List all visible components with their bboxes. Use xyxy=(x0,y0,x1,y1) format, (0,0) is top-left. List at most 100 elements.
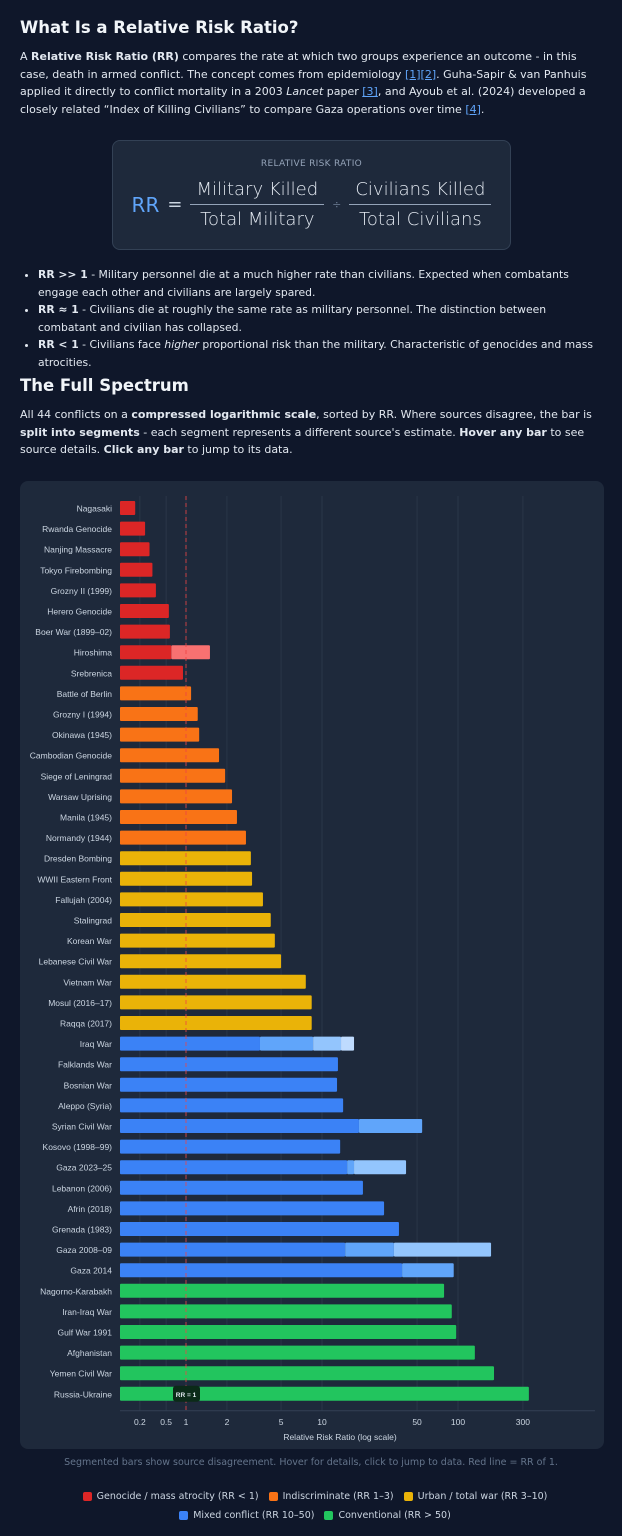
bar-segment[interactable] xyxy=(171,645,210,660)
bar-label: Russia-Ukraine xyxy=(54,1389,112,1399)
text-bold: split into segments xyxy=(20,425,140,439)
text: compares the rate at which two groups ex… xyxy=(20,50,577,81)
bar-label: Mosul (2016–17) xyxy=(48,998,112,1008)
bar-segment[interactable] xyxy=(120,707,198,721)
bar-segment[interactable] xyxy=(120,521,146,536)
text: to jump to its data. xyxy=(183,443,293,456)
bar-segment[interactable] xyxy=(120,1119,359,1133)
bar-segment[interactable] xyxy=(120,768,226,783)
text: - each segment represents a different so… xyxy=(139,425,460,439)
bar-segment[interactable] xyxy=(120,501,136,515)
legend-item: Urban / total war (RR 3–10) xyxy=(403,1491,547,1502)
chart-legend: Genocide / mass atrocity (RR < 1) Indiscr… xyxy=(30,1491,600,1521)
bar-label: Iran-Iraq War xyxy=(62,1307,112,1317)
bar-segment[interactable] xyxy=(120,1304,452,1319)
text: , and Ayoub et al. (2024) developed a cl… xyxy=(20,85,586,116)
bar-segment[interactable] xyxy=(120,851,251,866)
bar-segment[interactable] xyxy=(120,665,183,680)
bar-label: Rwanda Genocide xyxy=(42,524,112,534)
bar-segment[interactable] xyxy=(120,871,253,886)
bar-segment[interactable] xyxy=(120,933,275,948)
bar-segment[interactable] xyxy=(120,1201,385,1216)
bar-label: Manila (1945) xyxy=(60,813,112,823)
bar-segment[interactable] xyxy=(120,727,200,742)
bar-segment[interactable] xyxy=(120,789,233,804)
x-tick-label: 2 xyxy=(225,1417,230,1427)
bar-segment[interactable] xyxy=(120,562,153,577)
bar-segment[interactable] xyxy=(120,1077,338,1092)
bar-segment[interactable] xyxy=(120,1263,403,1278)
bar-label: Falklands War xyxy=(58,1060,112,1070)
bar-label: Korean War xyxy=(67,936,112,946)
ref-link-4[interactable]: [4] xyxy=(465,102,481,116)
bullet-item: RR ≈ 1 - Civilians die at roughly the sa… xyxy=(38,301,598,336)
bar-label: Siege of Leningrad xyxy=(41,771,113,781)
bar-segment[interactable] xyxy=(120,1098,344,1113)
bar-label: Raqqa (2017) xyxy=(60,1019,112,1029)
formula-rr: RR xyxy=(131,192,160,217)
legend-item: Genocide / mass atrocity (RR < 1) xyxy=(82,1491,259,1502)
text: , sorted by RR. Where sources disagree, … xyxy=(316,408,592,421)
denominator: Total Civilians xyxy=(358,209,482,230)
bar-label: Aleppo (Syria) xyxy=(58,1101,112,1111)
legend-swatch xyxy=(324,1511,334,1520)
formula-box: RELATIVE RISK RATIO RR = Military Killed… xyxy=(112,140,511,250)
divide-sign: ÷ xyxy=(332,198,342,211)
bar-segment[interactable] xyxy=(120,645,172,660)
bar-segment[interactable] xyxy=(358,1119,423,1133)
bar-segment[interactable] xyxy=(120,1325,457,1339)
bar-segment[interactable] xyxy=(120,1345,475,1360)
bar-segment[interactable] xyxy=(120,1222,399,1236)
bar-segment[interactable] xyxy=(120,830,246,845)
bar-segment[interactable] xyxy=(345,1242,394,1257)
bar-segment[interactable] xyxy=(354,1160,407,1175)
bar-segment[interactable] xyxy=(120,1386,529,1401)
bar-segment[interactable] xyxy=(120,1016,312,1030)
bar-label: Gaza 2014 xyxy=(70,1266,112,1276)
rr-bullets: RR >> 1 - Military personnel die at a mu… xyxy=(38,266,598,371)
military-fraction: Military Killed Total Military xyxy=(190,179,325,230)
bar-segment[interactable] xyxy=(120,974,306,989)
bar-segment[interactable] xyxy=(120,1366,495,1381)
bar-segment[interactable] xyxy=(120,913,271,927)
bar-segment[interactable] xyxy=(120,954,282,969)
legend-swatch xyxy=(82,1492,92,1501)
bar-segment[interactable] xyxy=(120,1057,338,1072)
formula-equals: = xyxy=(167,194,183,215)
bar-segment[interactable] xyxy=(120,583,156,598)
bar-segment[interactable] xyxy=(120,1283,445,1298)
bar-label: Gulf War 1991 xyxy=(58,1328,113,1338)
bar-segment[interactable] xyxy=(393,1242,492,1257)
ref-link-1[interactable]: [1] xyxy=(404,67,421,81)
x-tick-label: 100 xyxy=(451,1417,465,1427)
bar-segment[interactable] xyxy=(120,892,263,907)
bar-segment[interactable] xyxy=(120,542,150,557)
bar-segment[interactable] xyxy=(341,1036,355,1051)
bar-segment[interactable] xyxy=(259,1036,314,1051)
bar-segment[interactable] xyxy=(120,1139,341,1154)
legend-item: Conventional (RR > 50) xyxy=(324,1510,451,1521)
civilian-fraction: Civilians Killed Total Civilians xyxy=(349,179,492,230)
x-tick-label: 300 xyxy=(516,1417,530,1427)
text: All 44 conflicts on a xyxy=(20,408,132,421)
x-axis-title: Relative Risk Ratio (log scale) xyxy=(283,1432,397,1442)
bar-segment[interactable] xyxy=(120,604,169,618)
bar-label: Okinawa (1945) xyxy=(52,730,112,740)
bar-segment[interactable] xyxy=(120,810,237,824)
bar-segment[interactable] xyxy=(120,1242,346,1257)
bar-segment[interactable] xyxy=(120,748,220,763)
text-bold: RR >> 1 xyxy=(38,268,88,281)
bar-segment[interactable] xyxy=(120,995,312,1010)
bar-segment[interactable] xyxy=(347,1160,355,1175)
bar-segment[interactable] xyxy=(402,1263,454,1278)
bar-segment[interactable] xyxy=(120,1160,348,1175)
formula-label: RELATIVE RISK RATIO xyxy=(260,159,363,169)
bar-segment[interactable] xyxy=(313,1036,342,1051)
bar-segment[interactable] xyxy=(120,1180,363,1195)
bar-segment[interactable] xyxy=(120,624,170,639)
chart-panel: Nagasaki Rwanda Genocide Nanjing Massacre T… xyxy=(20,481,604,1449)
ref-link-2[interactable]: [2] xyxy=(420,67,437,81)
bar-segment[interactable] xyxy=(120,686,192,701)
bar-segment[interactable] xyxy=(120,1036,260,1051)
ref-link-3[interactable]: [3] xyxy=(362,85,378,98)
